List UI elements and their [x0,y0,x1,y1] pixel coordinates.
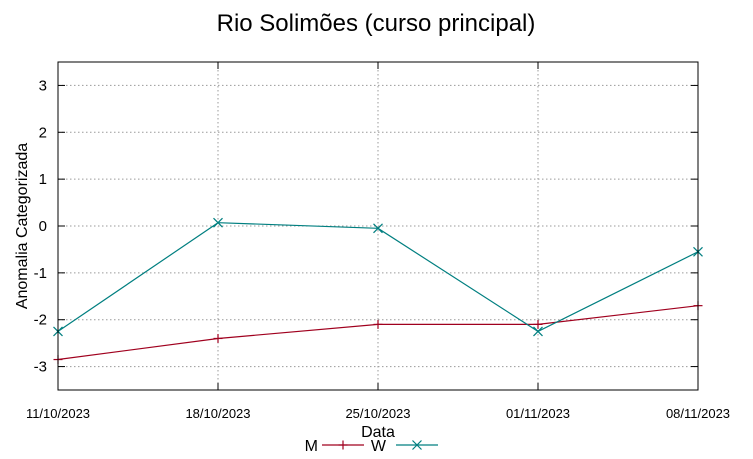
x-axis-label: Data [361,424,395,441]
legend-label: W [371,438,387,455]
grid [58,62,698,390]
y-tick-label: 3 [39,77,47,94]
y-tick-label: 1 [39,171,47,188]
legend-label: M [305,438,318,455]
data-point-M [533,319,543,329]
data-point-M [213,333,223,343]
x-tick-label: 11/10/2023 [26,406,90,421]
x-tick-label: 25/10/2023 [345,406,410,421]
x-tick-label: 01/11/2023 [506,406,570,421]
y-ticks: 3 2 1 0 -1 -2 -3 [34,77,698,376]
y-axis-label: Anomalia Categorizada [14,143,31,309]
data-point-M [373,319,383,329]
y-tick-label: -1 [34,265,47,282]
y-tick-label: 2 [39,124,47,141]
y-tick-label: 0 [39,218,47,235]
legend-item-W: W [371,438,438,455]
data-point-W [213,217,223,228]
y-tick-label: -3 [34,359,47,376]
series-layer [53,217,703,365]
data-point-W [533,326,543,337]
legend-item-M: M [305,438,364,455]
data-point-W [373,223,383,234]
x-tick-label: 18/10/2023 [185,406,250,421]
x-tick-label: 08/11/2023 [666,406,730,421]
legend-swatch-marker [338,440,348,450]
y-tick-label: -2 [34,312,47,329]
legend-swatch-marker [412,440,422,450]
x-ticks: 11/10/2023 18/10/2023 25/10/2023 01/11/2023… [26,62,730,421]
chart-title: Rio Solimões (curso principal) [217,10,536,37]
